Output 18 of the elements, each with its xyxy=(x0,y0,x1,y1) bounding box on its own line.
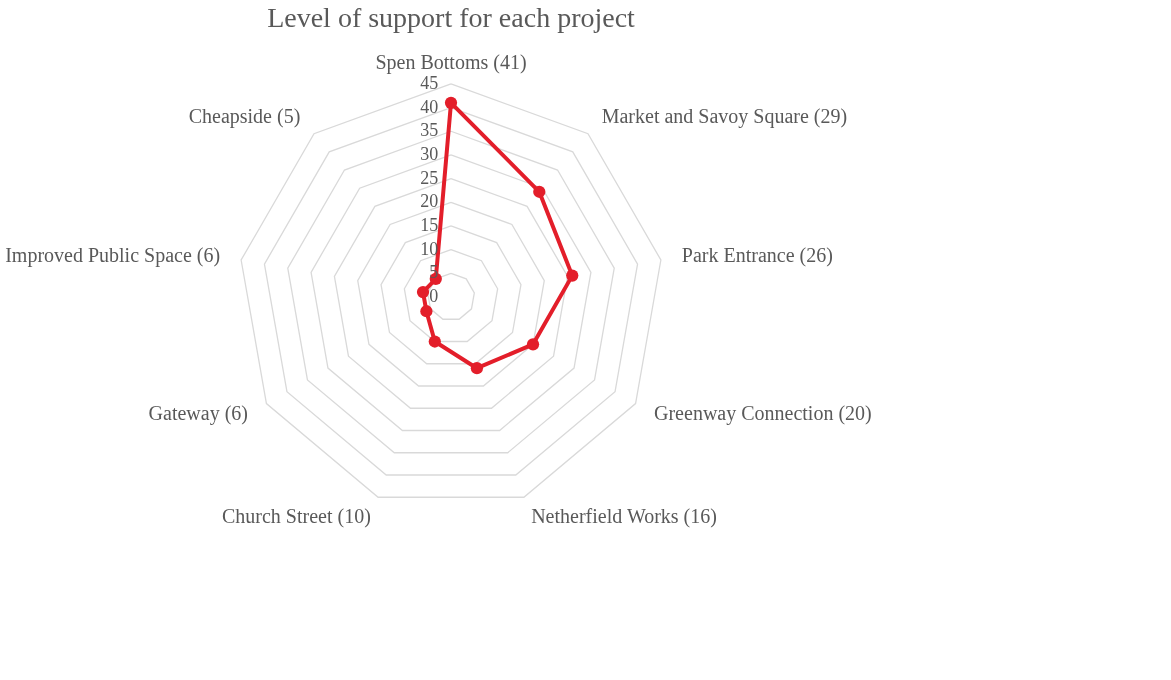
spoke-label: Spen Bottoms (41) xyxy=(375,50,527,74)
y-tick-label: 30 xyxy=(420,143,439,164)
y-tick-label: 45 xyxy=(420,72,439,93)
y-tick-label: 25 xyxy=(420,167,439,188)
y-tick-label: 0 xyxy=(429,286,439,306)
y-tick-label: 20 xyxy=(420,191,439,212)
y-tick-label: 35 xyxy=(420,120,439,141)
spoke-label: Market and Savoy Square (29) xyxy=(601,105,848,129)
spoke-label: Improved Public Space (6) xyxy=(5,244,221,268)
spoke-label: Greenway Connection (20) xyxy=(654,402,872,426)
spoke-label: Gateway (6) xyxy=(148,402,248,426)
spoke-label: Park Entrance (26) xyxy=(681,244,833,268)
spoke-label: Netherfield Works (16) xyxy=(531,505,717,529)
y-tick-label: 40 xyxy=(420,96,439,117)
spoke-label: Cheapside (5) xyxy=(188,105,301,129)
chart-title: Level of support for each project xyxy=(267,2,636,33)
spoke-label: Church Street (10) xyxy=(221,505,371,529)
y-tick-label: 15 xyxy=(420,214,439,235)
